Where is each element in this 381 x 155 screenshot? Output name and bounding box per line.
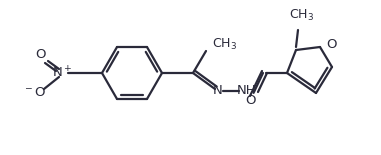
Text: $^-$O: $^-$O	[23, 86, 47, 98]
Text: O: O	[326, 38, 336, 51]
Text: O: O	[36, 49, 46, 62]
Text: CH$_3$: CH$_3$	[212, 36, 237, 52]
Text: N$^+$: N$^+$	[52, 65, 72, 81]
Text: O: O	[246, 93, 256, 106]
Text: CH$_3$: CH$_3$	[290, 8, 315, 23]
Text: N: N	[213, 84, 223, 97]
Text: NH: NH	[237, 84, 257, 97]
